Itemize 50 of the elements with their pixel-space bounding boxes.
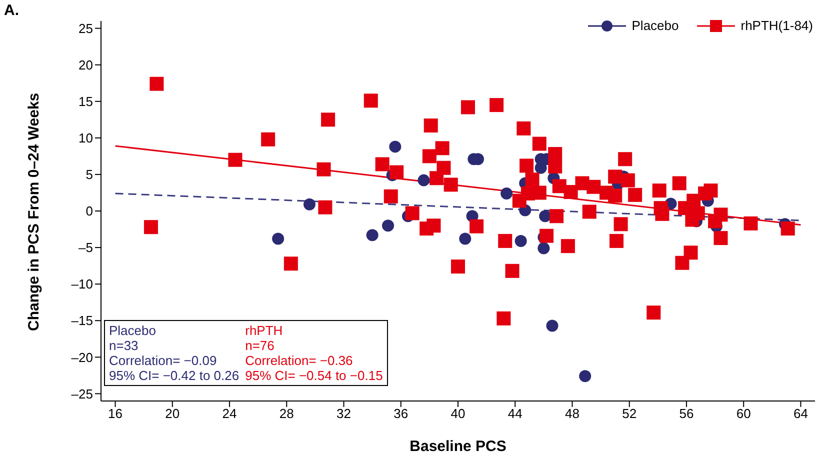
x-tick-label: 20 (165, 406, 180, 422)
point (579, 370, 592, 382)
y-tick-label: –15 (71, 313, 93, 328)
x-tick-label: 60 (736, 406, 751, 422)
point (382, 220, 394, 232)
y-tick-label: –25 (71, 386, 93, 402)
annotation: n=33 (109, 338, 140, 353)
y-tick-label: 25 (78, 20, 93, 36)
y-tick-label: 20 (78, 57, 93, 72)
annotation: Placebo (109, 323, 157, 338)
point (546, 320, 558, 332)
x-tick-label: 36 (394, 406, 408, 422)
annotation: n=76 (245, 338, 276, 353)
point (500, 187, 513, 200)
x-tick-label: 40 (450, 406, 466, 422)
x-tick-label: 44 (508, 406, 522, 422)
point (272, 232, 284, 245)
x-tick-label: 24 (222, 406, 237, 422)
x-tick-label: 28 (279, 406, 294, 422)
y-tick-label: 15 (78, 94, 93, 109)
annotation: rhPTH (245, 323, 284, 338)
point (514, 234, 527, 247)
point (538, 242, 550, 254)
point (366, 229, 378, 242)
point (418, 174, 430, 186)
annotation: Correlation= −0.36 (245, 353, 354, 368)
annotation: 95% CI= −0.42 to 0.26 (109, 368, 240, 383)
y-tick-label: 10 (78, 130, 93, 146)
y-axis-title: Change in PCS From 0–24 Weeks (25, 92, 42, 331)
y-tick-label: 0 (86, 204, 93, 219)
legend-label: Placebo (630, 18, 679, 33)
x-tick-label: 56 (679, 406, 694, 422)
x-tick-label: 16 (108, 406, 123, 422)
annotation: Correlation= −0.09 (109, 353, 218, 368)
x-tick-label: 64 (793, 406, 808, 422)
chart-title: A. (4, 2, 19, 19)
y-tick-label: 5 (86, 167, 93, 182)
point (459, 232, 472, 245)
x-tick-label: 32 (336, 406, 351, 422)
point (389, 140, 402, 153)
y-tick-label: –10 (71, 276, 93, 292)
legend-label: rhPTH(1-84) (740, 18, 813, 33)
y-tick-label: –5 (78, 240, 93, 256)
x-tick-label: 48 (565, 406, 580, 422)
point (539, 210, 552, 222)
x-axis-title: Baseline PCS (410, 438, 506, 455)
annotation: 95% CI= −0.54 to −0.15 (245, 368, 383, 383)
x-tick-label: 52 (622, 406, 637, 422)
y-tick-label: –20 (71, 350, 93, 365)
point (303, 198, 316, 210)
